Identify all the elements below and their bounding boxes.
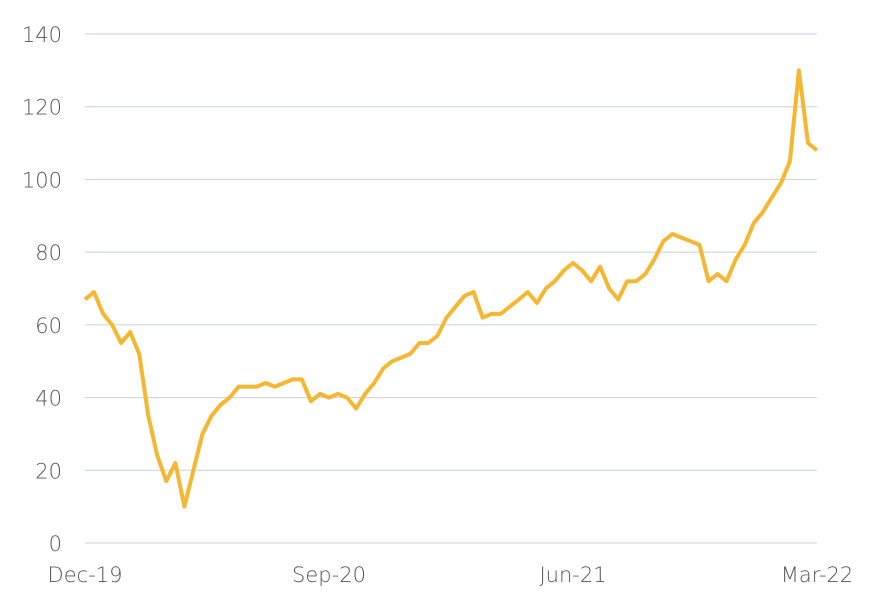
x-tick-label: Jun-21 [539,563,606,587]
y-tick-label: 80 [35,241,62,265]
y-tick-label: 60 [35,314,62,338]
y-tick-label: 140 [22,23,62,47]
x-tick-label: Dec-19 [48,563,123,587]
y-tick-label: 20 [35,459,62,483]
y-tick-label: 40 [35,387,62,411]
x-tick-label: Sep-20 [292,563,366,587]
x-tick-label: Mar-22 [781,563,854,587]
y-tick-label: 120 [22,96,62,120]
y-tick-label: 100 [22,168,62,192]
line [83,68,819,509]
y-tick-label: 0 [49,532,62,556]
